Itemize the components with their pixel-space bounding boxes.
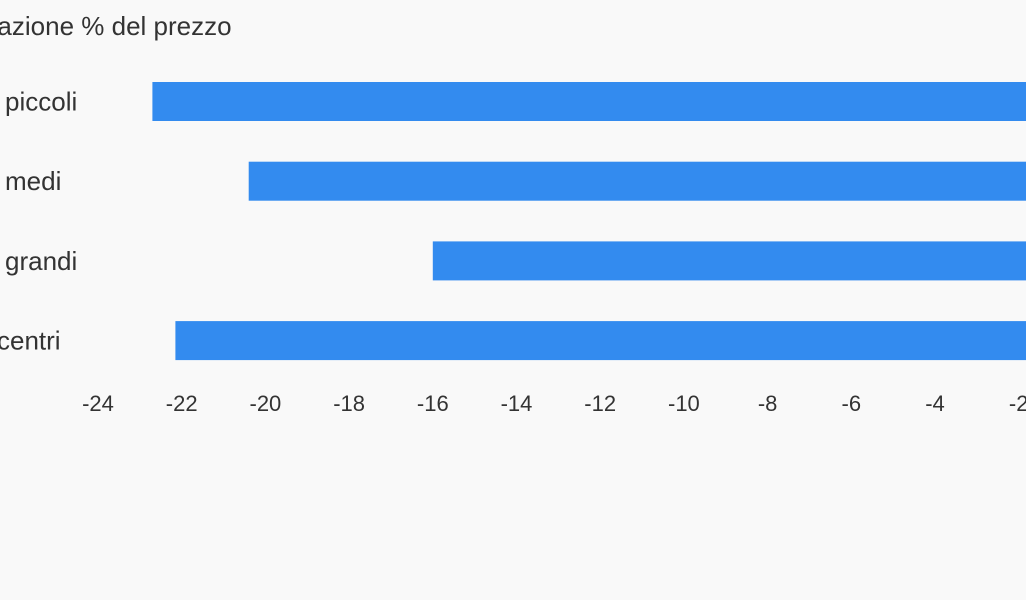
- x-tick-label: -18: [333, 391, 365, 416]
- x-axis-ticks: -24 -22 -20 -18 -16 -14 -12 -10 -8 -6 -4 -2: [82, 391, 1026, 416]
- bar-grandi: [432, 241, 1026, 281]
- x-tick-label: -10: [668, 391, 700, 416]
- category-labels: piccoli medi grandi centri: [0, 87, 77, 356]
- x-tick-label: -6: [842, 391, 862, 416]
- category-label-medi: medi: [5, 166, 61, 196]
- x-tick-label: -24: [82, 391, 114, 416]
- chart-title: riazione % del prezzo: [0, 11, 232, 41]
- x-tick-label: -20: [250, 391, 282, 416]
- bars-group: [152, 82, 1026, 361]
- bar-centri: [175, 321, 1026, 361]
- bar-medi: [248, 161, 1026, 201]
- x-tick-label: -2: [1009, 391, 1026, 416]
- category-label-grandi: grandi: [5, 246, 77, 276]
- x-tick-label: -12: [584, 391, 616, 416]
- x-tick-label: -8: [758, 391, 778, 416]
- x-tick-label: -14: [501, 391, 533, 416]
- bar-piccoli: [152, 82, 1026, 121]
- x-tick-label: -16: [417, 391, 449, 416]
- category-label-piccoli: piccoli: [5, 87, 77, 117]
- category-label-centri: centri: [0, 326, 61, 356]
- x-tick-label: -4: [925, 391, 945, 416]
- x-tick-label: -22: [166, 391, 198, 416]
